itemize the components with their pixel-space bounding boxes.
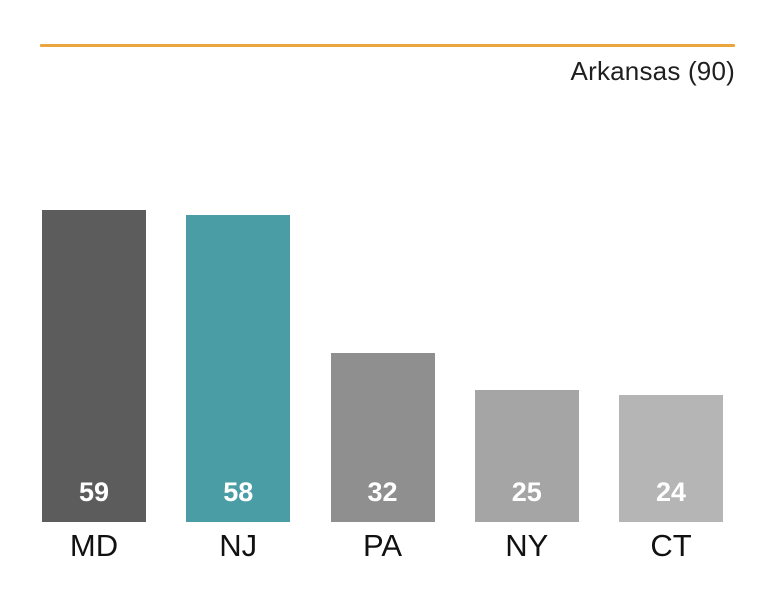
- chart-annotation: Arkansas (90): [570, 56, 735, 86]
- bar-column: 58 NJ: [186, 210, 291, 563]
- bar-value-label: 59: [78, 477, 110, 507]
- bar-category-label: NJ: [219, 528, 258, 563]
- bar-value-label: 32: [367, 477, 398, 507]
- bar-chart: 59 MD 58 NJ 32 PA 25 NY 24 CT: [42, 210, 723, 563]
- bar-column: 59 MD: [42, 210, 146, 563]
- bar: 58: [186, 215, 291, 522]
- bar-category-label: MD: [69, 528, 119, 563]
- bar-column: 32 PA: [330, 210, 435, 563]
- bar-column: 24 CT: [619, 210, 723, 563]
- bar-category-label: PA: [362, 528, 403, 563]
- bar-category-label: CT: [650, 528, 692, 563]
- bar: 25: [474, 390, 579, 522]
- bar-value-label: 24: [655, 477, 687, 507]
- bar: 24: [619, 395, 723, 522]
- bar-value-label: 58: [223, 477, 254, 507]
- bar-column: 25 NY: [474, 210, 579, 563]
- bar: 59: [42, 210, 146, 522]
- bar: 32: [330, 353, 435, 522]
- bar-category-label: NY: [505, 528, 549, 563]
- top-rule-line: [40, 44, 735, 47]
- bar-value-label: 25: [511, 477, 542, 507]
